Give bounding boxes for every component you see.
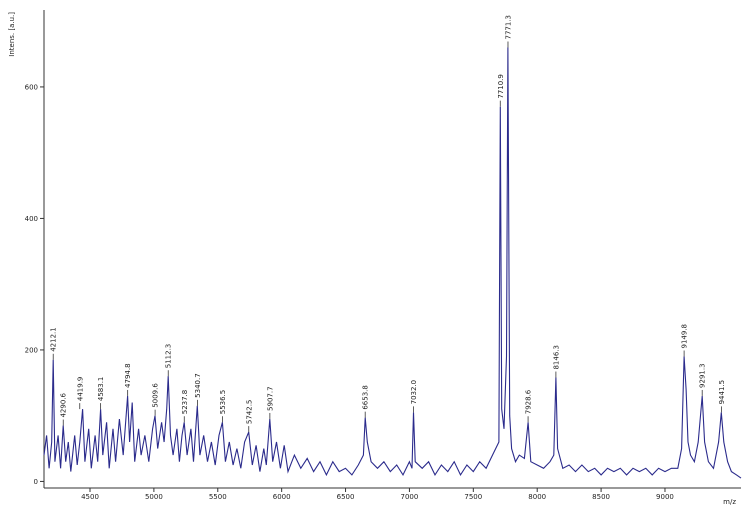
x-tick-label: 4500 [81,493,99,501]
peak-label: 9149.8 [681,324,689,349]
peak-label: 9291.3 [699,363,707,388]
x-tick-label: 8500 [592,493,610,501]
peak-label: 5907.7 [266,386,274,411]
peak-label: 7710.9 [497,74,505,99]
x-tick-label: 7000 [401,493,419,501]
x-tick-label: 7500 [464,493,482,501]
x-tick-label: 6500 [337,493,355,501]
spectrum-line [43,47,742,479]
peak-label: 9441.5 [718,380,726,405]
x-tick-label: 6000 [273,493,291,501]
x-tick-label: 5500 [209,493,227,501]
y-tick-label: 0 [34,478,38,486]
peak-label: 7928.6 [525,389,533,414]
peak-label: 4290.6 [60,392,68,417]
peak-label: 5536.5 [219,390,227,415]
y-tick-label: 400 [25,215,38,223]
x-tick-label: 9000 [656,493,674,501]
peak-label: 4212.1 [50,327,58,352]
peak-label: 5237.8 [181,390,189,415]
peak-label: 8146.3 [552,345,560,370]
peak-label: 5742.5 [245,400,253,425]
peak-label: 7771.3 [504,15,512,40]
x-axis-label: m/z [723,498,736,506]
peak-label: 5112.3 [165,344,173,369]
x-tick-label: 8000 [528,493,546,501]
y-axis-label: Intens. [a.u.] [8,12,16,57]
peak-label: 4794.8 [124,363,132,388]
y-tick-label: 600 [25,83,38,91]
x-tick-label: 5000 [145,493,163,501]
peak-label: 5340.7 [194,373,202,398]
y-tick-label: 200 [25,346,38,354]
peak-label: 4419.9 [76,377,84,402]
peak-label: 7032.0 [410,380,418,405]
peak-label: 5009.6 [152,383,160,408]
peak-label: 6653.8 [362,385,370,410]
peak-label: 4583.1 [97,377,105,402]
